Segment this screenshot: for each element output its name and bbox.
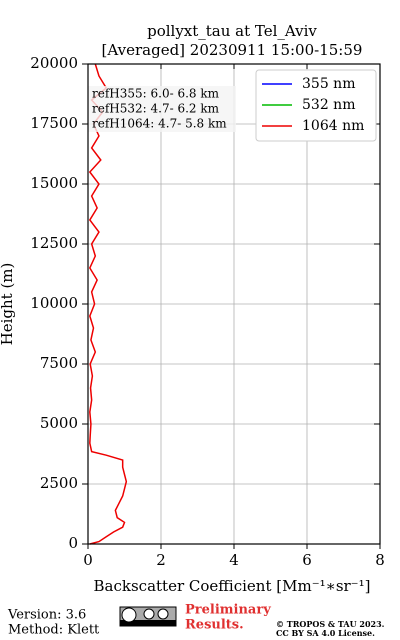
cc-logo [119,606,177,627]
notice: Preliminary [185,603,271,618]
x-tick-label: 6 [302,551,312,569]
y-tick-label: 10000 [30,294,78,312]
copyright: © TROPOS & TAU 2023. [276,619,385,629]
y-tick-label: 0 [68,534,78,552]
y-tick-label: 15000 [30,174,78,192]
chart-subtitle: [Averaged] 20230911 15:00-15:59 [102,41,363,59]
x-tick-label: 0 [83,551,93,569]
legend-label: 1064 nm [302,118,364,134]
x-tick-label: 8 [375,551,385,569]
y-tick-label: 7500 [40,354,78,372]
legend-label: 532 nm [302,97,355,113]
annotation: refH1064: 4.7- 5.8 km [92,117,227,131]
annotation: refH532: 4.7- 6.2 km [92,102,220,116]
x-tick-label: 2 [156,551,166,569]
copyright: CC BY SA 4.0 License. [276,628,375,638]
method: Method: Klett [8,623,100,638]
version: Version: 3.6 [7,608,86,623]
y-tick-label: 5000 [40,414,78,432]
y-tick-label: 2500 [40,474,78,492]
x-axis-label: Backscatter Coefficient [Mm⁻¹∗sr⁻¹] [94,577,371,595]
y-tick-label: 12500 [30,234,78,252]
y-tick-label: 17500 [30,114,78,132]
annotation: refH355: 6.0- 6.8 km [92,87,220,101]
legend-box [255,69,377,142]
chart-title: pollyxt_tau at Tel_Aviv [147,22,317,40]
y-tick-label: 20000 [30,54,78,72]
annotation-box [88,86,236,132]
x-tick-label: 4 [229,551,239,569]
profile-line [88,63,128,545]
legend-label: 355 nm [302,76,355,92]
y-axis-label: Height (m) [0,263,16,346]
plot-frame [87,63,381,545]
notice: Results. [185,618,244,633]
